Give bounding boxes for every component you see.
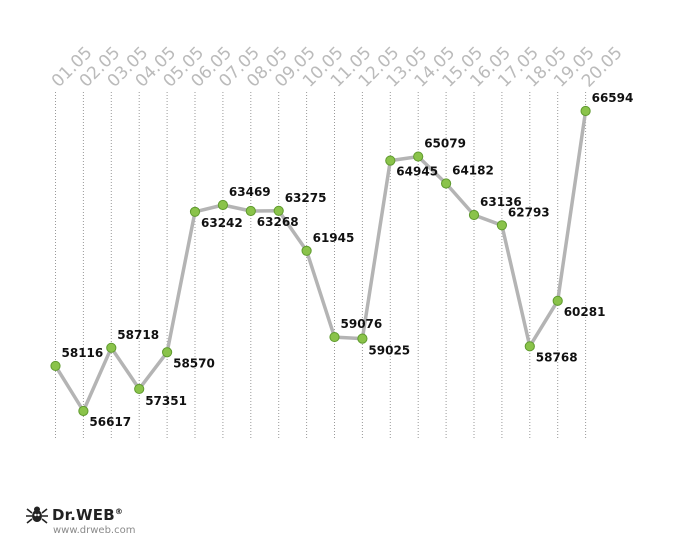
data-label: 66594 bbox=[592, 91, 634, 105]
data-point bbox=[189, 206, 201, 217]
data-label: 59076 bbox=[341, 317, 383, 331]
data-label: 62793 bbox=[508, 205, 550, 219]
brand-name: Dr.WEB® bbox=[52, 506, 124, 524]
data-label: 63268 bbox=[257, 215, 299, 229]
x-tick-labels: 01.0502.0503.0504.0505.0506.0507.0508.05… bbox=[48, 43, 627, 92]
data-point bbox=[468, 209, 480, 221]
brand-url: www.drweb.com bbox=[53, 525, 136, 536]
data-point bbox=[413, 151, 424, 162]
data-point bbox=[273, 205, 284, 216]
data-label: 64945 bbox=[396, 165, 438, 179]
data-point bbox=[524, 341, 535, 352]
data-point bbox=[580, 105, 591, 117]
drweb-logo: Dr.WEB® www.drweb.com bbox=[26, 504, 166, 544]
data-point bbox=[385, 155, 396, 166]
data-point bbox=[134, 383, 145, 395]
data-point bbox=[78, 405, 89, 417]
data-label: 63469 bbox=[229, 185, 271, 199]
data-labels: 58116 56617 58718 57351 58570 63242 63469 63268… bbox=[62, 91, 634, 429]
data-label: 58570 bbox=[173, 356, 215, 370]
data-label: 56617 bbox=[89, 415, 131, 429]
data-label: 64182 bbox=[452, 164, 494, 178]
data-point bbox=[50, 360, 61, 372]
data-point bbox=[245, 205, 256, 217]
data-label: 57351 bbox=[145, 394, 187, 408]
data-label: 58768 bbox=[536, 350, 578, 364]
data-point bbox=[329, 331, 340, 343]
data-point bbox=[217, 199, 228, 211]
data-point bbox=[552, 295, 563, 306]
series-line bbox=[53, 109, 588, 413]
grid-lines bbox=[55, 92, 587, 438]
data-point bbox=[301, 245, 312, 256]
data-label: 63136 bbox=[480, 195, 522, 209]
data-label: 60281 bbox=[564, 305, 606, 319]
data-label: 58718 bbox=[117, 328, 159, 342]
data-point bbox=[357, 333, 368, 344]
data-point bbox=[496, 220, 507, 231]
data-label: 59025 bbox=[368, 344, 410, 358]
data-point bbox=[162, 347, 173, 358]
data-label: 58116 bbox=[62, 346, 104, 360]
data-point bbox=[441, 178, 452, 189]
spider-icon bbox=[26, 506, 48, 524]
data-label: 63275 bbox=[285, 191, 327, 205]
data-label: 61945 bbox=[313, 231, 355, 245]
data-points bbox=[50, 105, 591, 417]
data-label: 65079 bbox=[424, 137, 466, 151]
data-label: 63242 bbox=[201, 216, 243, 230]
data-point bbox=[106, 342, 117, 353]
